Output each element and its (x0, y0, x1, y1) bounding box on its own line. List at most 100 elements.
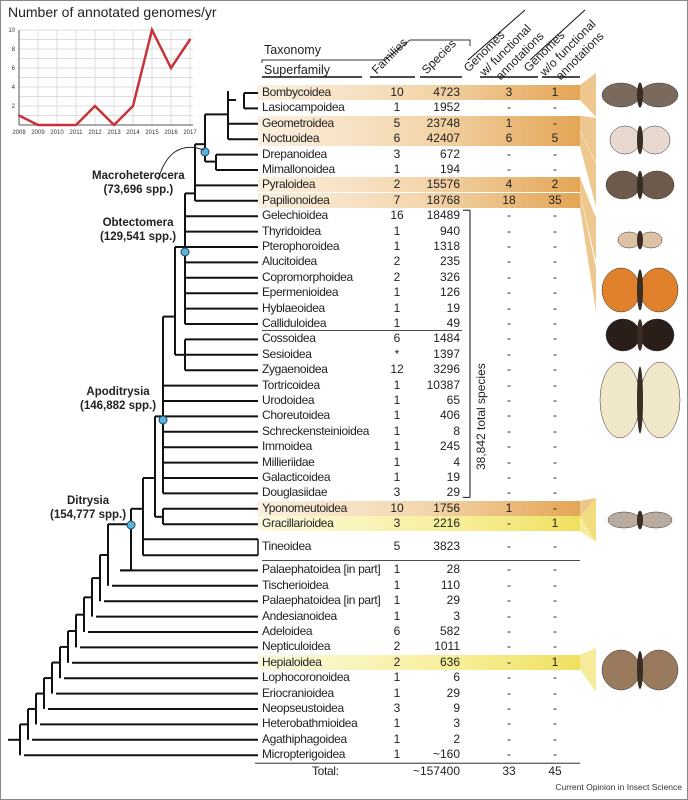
highlight-band (258, 192, 580, 208)
species-count: 1484 (433, 331, 460, 346)
superfamily-name: Agathiphagoidea (262, 731, 347, 746)
families-count: 1 (393, 285, 401, 300)
species-count: 18489 (426, 208, 460, 223)
genomes-with: - (507, 716, 511, 731)
clade-node-icon (180, 247, 190, 257)
header-superfamily: Superfamily (264, 63, 330, 77)
genomes-without: - (553, 162, 557, 176)
table-row: Mimallonoidea 1 194 - - (262, 162, 582, 177)
highlight-connector (580, 131, 596, 207)
families-count: 1 (393, 716, 401, 731)
families-count: 1 (393, 731, 401, 746)
superfamily-name: Lasiocampoidea (262, 100, 345, 115)
species-count: 194 (439, 162, 460, 176)
species-count: 4723 (433, 85, 460, 99)
genomes-with: - (507, 562, 511, 577)
clade-name: Obtectomera (102, 217, 174, 229)
genomes-with: - (507, 670, 511, 685)
clade-ditrysia: Ditrysia (154,777 spp.) (50, 494, 126, 522)
x-tick-label: 2012 (88, 130, 102, 136)
table-row: Lophocoronoidea 1 6 - - (262, 670, 582, 685)
clade-node-icon (126, 520, 136, 530)
superfamily-name: Lophocoronoidea (262, 670, 350, 685)
body (637, 510, 643, 530)
x-tick-label: 2009 (31, 130, 45, 136)
genomes-without: - (553, 393, 557, 407)
total-species: ~157400 (412, 764, 460, 778)
species-count: 1756 (433, 500, 460, 515)
species-count: 19 (446, 300, 460, 315)
table-row: Gelechioidea 16 18489 - - (262, 208, 582, 223)
genomes-without: - (553, 146, 557, 161)
table-row: Immoidea 1 245 - - (262, 439, 582, 454)
wing (599, 361, 641, 439)
x-tick-label: 2010 (50, 130, 64, 136)
genomes-without: 1 (551, 654, 559, 669)
body (637, 170, 643, 200)
superfamily-name: Galacticoidea (262, 470, 331, 484)
families-count: 1 (393, 608, 401, 623)
highlight-band (258, 177, 580, 193)
genomes-with: - (507, 146, 511, 161)
data-point (132, 105, 134, 107)
genomes-with: - (507, 439, 511, 454)
superfamily-name: Micropterigoidea (262, 747, 346, 762)
table-row: Heterobathmioidea 1 3 - - (262, 716, 582, 731)
y-tick-label: 8 (12, 47, 16, 53)
superfamily-name: Pterophoroidea (262, 239, 340, 253)
clade-name: Apoditrysia (86, 386, 150, 398)
genomes-without: - (553, 454, 557, 469)
genomes-with: - (507, 208, 511, 223)
table-row: Epermenioidea 1 126 - - (262, 285, 582, 300)
genomes-without: - (553, 685, 557, 700)
species-count: 23748 (426, 115, 460, 130)
species-count: ~160 (432, 747, 460, 762)
wing (605, 170, 641, 200)
header-divider (467, 9, 526, 61)
families-count: 1 (393, 470, 401, 484)
species-count: 9 (453, 701, 460, 715)
genomes-with: - (507, 239, 511, 253)
families-count: 3 (393, 516, 401, 531)
genomes-without: - (553, 439, 557, 454)
species-count: 10387 (426, 377, 460, 392)
body (637, 125, 643, 155)
superfamily-name: Mimallonoidea (262, 162, 335, 176)
families-count: 1 (393, 393, 401, 407)
header-taxonomy: Taxonomy (264, 43, 321, 57)
families-count: 7 (393, 192, 401, 207)
species-count: 326 (439, 269, 460, 284)
species-count: 636 (439, 654, 460, 669)
families-count: 10 (390, 500, 404, 515)
genomes-without: - (553, 408, 557, 423)
species-count: 28 (446, 562, 460, 577)
families-count: 6 (393, 331, 401, 346)
families-count: 6 (393, 131, 401, 146)
genomes-with: - (507, 624, 511, 638)
species-count: 940 (439, 223, 460, 238)
series-line (18, 26, 192, 127)
moth-image-icon (601, 267, 679, 313)
body (637, 269, 643, 311)
wing (639, 649, 679, 691)
moth-image-icon (601, 82, 679, 108)
clade-apoditrysia: Apoditrysia (146,882 spp.) (80, 385, 156, 413)
highlight-connector (580, 498, 596, 542)
species-count: 8 (453, 423, 460, 438)
species-count: 2 (453, 731, 460, 746)
table-row: Zygaenoidea 12 3296 - - (262, 362, 582, 377)
clade-species-count: (73,696 spp.) (103, 184, 174, 196)
genomes-without: - (553, 331, 557, 346)
families-count: 1 (393, 223, 401, 238)
superfamily-name: Drepanoidea (262, 146, 327, 161)
wing (601, 82, 641, 108)
families-count: 1 (393, 593, 401, 608)
genomes-without: - (553, 485, 557, 500)
genomes-without: - (553, 577, 557, 592)
table-row: Adeloidea 6 582 - - (262, 624, 582, 639)
families-count: 1 (393, 670, 401, 685)
x-tick-label: 2008 (12, 130, 26, 136)
genomes-with: 1 (505, 500, 513, 515)
table-row: Calliduloidea 1 49 - - (262, 316, 582, 331)
y-tick-label: 6 (12, 66, 16, 72)
